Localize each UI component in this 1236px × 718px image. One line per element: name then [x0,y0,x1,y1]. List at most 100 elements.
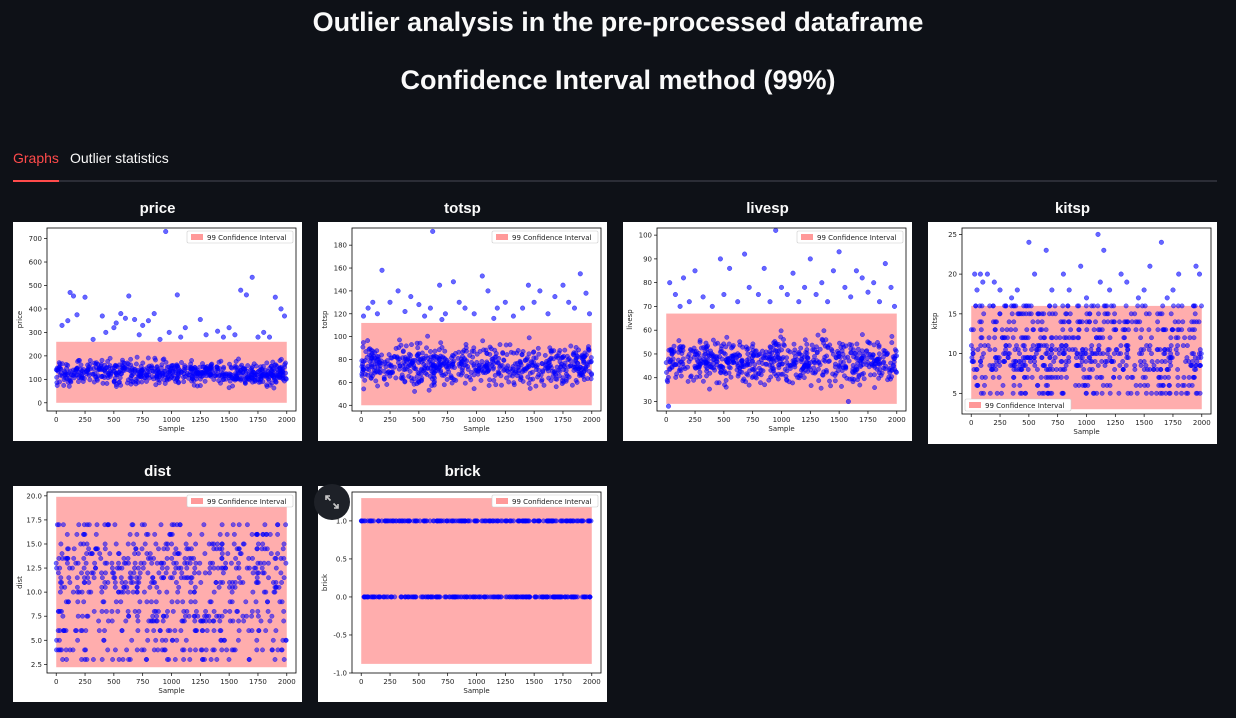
y-tick-label: 200 [29,352,42,360]
data-point [102,546,108,552]
data-point [430,370,436,375]
data-point [75,372,80,378]
data-point [183,541,189,547]
data-point [736,371,742,377]
data-point [250,570,256,576]
data-point [1122,335,1128,341]
data-point [768,359,774,365]
tab-outlier-statistics[interactable]: Outlier statistics [70,150,169,166]
y-tick-label: 160 [334,265,347,273]
data-point [808,367,814,373]
data-point [1164,367,1170,372]
data-point [882,366,888,372]
data-point [369,361,374,367]
x-axis-label: Sample [768,425,794,433]
data-point [255,369,261,375]
y-tick-label: 15 [948,310,957,318]
data-point [784,359,790,365]
data-point [1139,327,1145,333]
data-point [462,357,468,363]
data-point [876,375,882,381]
outlier-point [784,291,790,297]
data-point [163,541,169,547]
data-point [175,599,180,605]
y-tick-label: 100 [639,232,652,240]
data-point [1176,319,1181,325]
data-point [1023,390,1029,396]
data-point [127,575,133,581]
data-point [1025,355,1031,361]
data-point [188,556,194,561]
outlier-point [232,332,238,338]
data-point [110,657,116,662]
data-point [164,589,170,595]
fullscreen-button[interactable] [314,484,350,520]
outlier-point [1193,263,1199,269]
data-point [278,370,284,376]
page-title: Outlier analysis in the pre-processed da… [312,7,924,37]
outlier-point [1197,271,1203,277]
data-point [462,380,468,386]
data-point [160,618,166,624]
outlier-point [790,270,796,276]
data-point [191,589,197,595]
data-point [215,541,220,547]
data-point [96,618,102,624]
data-point [480,370,486,376]
data-point [99,589,105,595]
data-point [1149,390,1154,396]
data-point [411,518,417,524]
data-point [688,347,693,352]
data-point [815,332,821,338]
data-point [82,647,88,653]
data-point [105,522,111,528]
data-point [526,518,532,524]
legend-swatch [191,498,203,504]
data-point [495,369,501,375]
data-point [1168,343,1174,349]
data-point [553,354,559,360]
data-point [102,628,107,634]
data-point [219,551,225,557]
data-point [71,556,77,561]
data-point [416,379,422,385]
data-point [796,349,802,355]
data-point [156,589,162,595]
data-point [894,369,899,375]
data-point [137,599,143,605]
data-point [232,584,238,590]
data-point [534,362,540,368]
data-point [490,366,496,372]
data-point [221,637,227,643]
outlier-point [439,316,445,322]
data-point [524,355,530,361]
data-point [219,647,225,653]
data-point [92,360,97,366]
data-point [704,344,709,350]
data-point [211,609,217,614]
data-point [125,367,131,373]
data-point [149,618,155,624]
data-point [969,355,975,361]
data-point [1145,382,1151,388]
data-point [1066,359,1072,364]
data-point [446,369,452,375]
data-point [1149,351,1154,357]
data-point [218,358,224,364]
y-tick-label: 140 [334,287,347,295]
data-point [741,376,747,382]
data-point [178,628,184,634]
data-point [260,541,266,547]
data-point [277,358,283,364]
data-point [264,382,270,388]
data-point [496,356,502,361]
data-point [876,344,882,350]
data-point [90,371,96,377]
data-point [193,541,199,547]
data-point [1102,363,1108,368]
tab-graphs[interactable]: Graphs [13,150,59,182]
data-point [144,551,150,557]
data-point [186,546,191,552]
data-point [244,522,250,528]
data-point [408,375,414,381]
